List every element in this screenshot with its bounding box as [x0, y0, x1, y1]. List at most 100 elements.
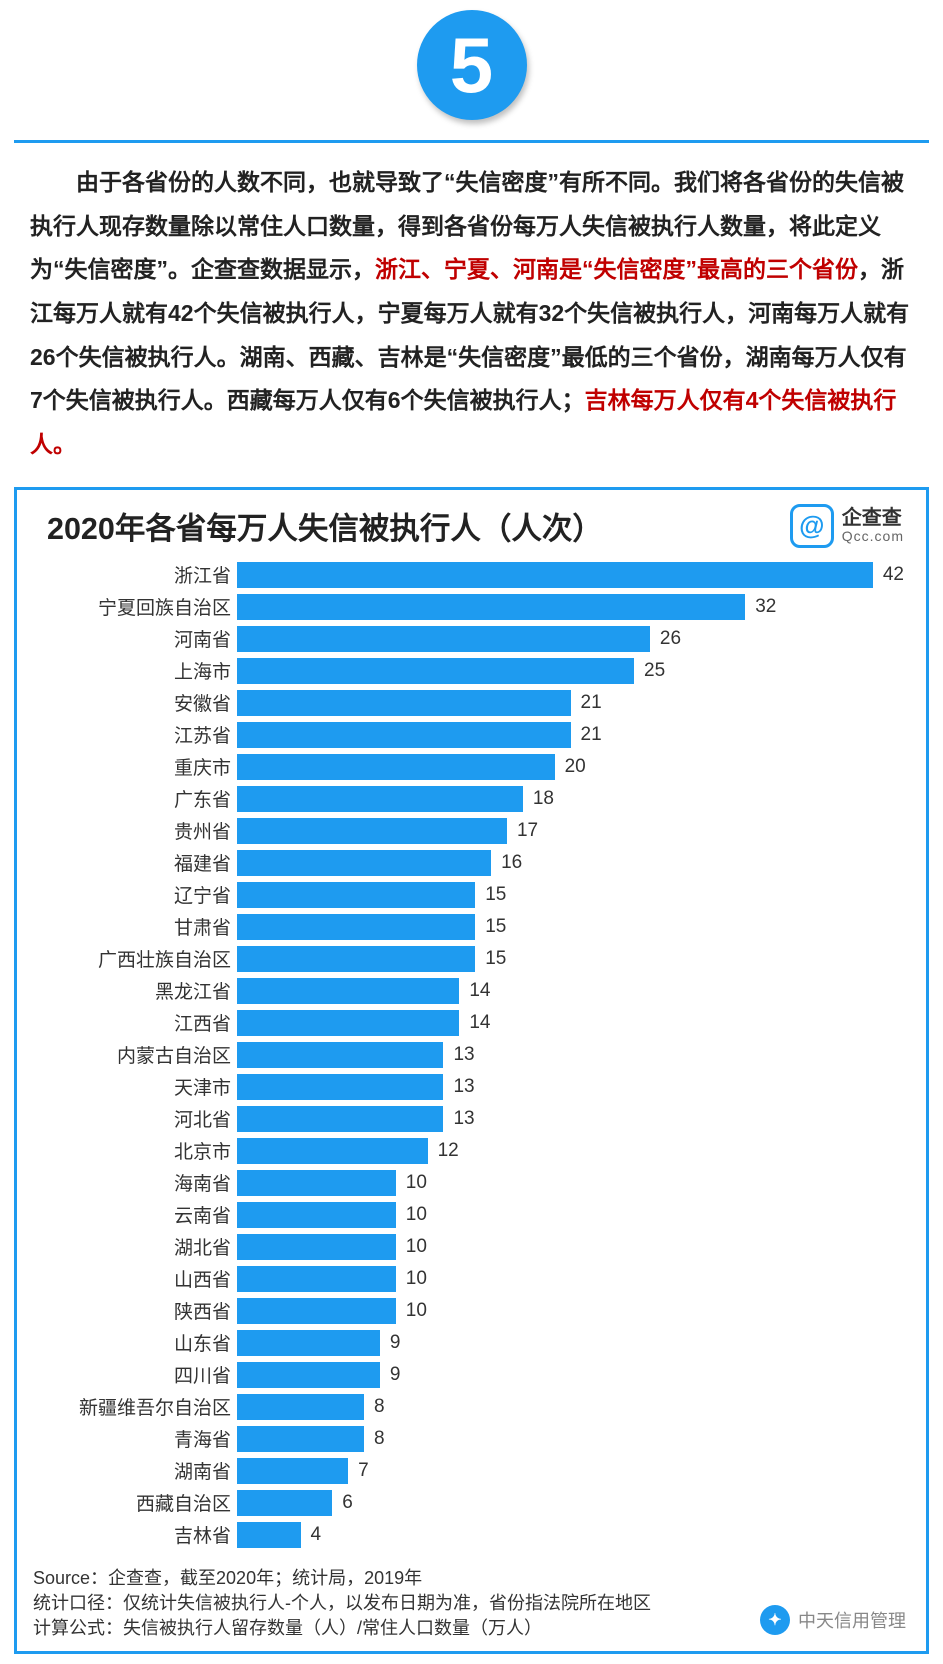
bar-row: 陕西省10 [27, 1296, 904, 1326]
bar-label: 甘肃省 [27, 913, 237, 940]
chart-header: 2020年各省每万人失信被执行人（人次） @ 企查查 Qcc.com [17, 490, 926, 556]
bar-value: 21 [571, 724, 602, 746]
bar-row: 辽宁省15 [27, 880, 904, 910]
bar-track: 6 [237, 1490, 904, 1516]
bar-track: 17 [237, 818, 904, 844]
bar-row: 贵州省 17 [27, 816, 904, 846]
badge-container: 5 [0, 0, 943, 140]
bar-track: 25 [237, 658, 904, 684]
bar-row: 西藏自治区6 [27, 1488, 904, 1518]
bar [237, 626, 650, 652]
bar-track: 18 [237, 786, 904, 812]
bar-value: 6 [332, 1492, 353, 1514]
bar [237, 1106, 443, 1132]
bar [237, 1202, 396, 1228]
bar-label: 黑龙江省 [27, 977, 237, 1004]
chart-title: 2020年各省每万人失信被执行人（人次） [47, 504, 603, 548]
bar [237, 1458, 348, 1484]
bar-value: 18 [523, 788, 554, 810]
bar-label: 江苏省 [27, 721, 237, 748]
bar-label: 安徽省 [27, 689, 237, 716]
bar-label: 海南省 [27, 1169, 237, 1196]
footer-watermark-text: 中天信用管理 [798, 1607, 906, 1633]
bar [237, 1074, 443, 1100]
bar-track: 32 [237, 594, 904, 620]
bar [237, 1138, 428, 1164]
bar-value: 20 [555, 756, 586, 778]
footer-logo-icon: ✦ [760, 1605, 790, 1635]
bar-row: 海南省10 [27, 1168, 904, 1198]
bar-row: 浙江省42 [27, 560, 904, 590]
bar-track: 10 [237, 1202, 904, 1228]
bar [237, 1010, 459, 1036]
bar-row: 河北省13 [27, 1104, 904, 1134]
bar-value: 9 [380, 1364, 401, 1386]
bar-label: 陕西省 [27, 1297, 237, 1324]
bar-track: 21 [237, 690, 904, 716]
bar [237, 1330, 380, 1356]
bar-label: 河南省 [27, 625, 237, 652]
bar-label: 湖北省 [27, 1233, 237, 1260]
bar-track: 14 [237, 978, 904, 1004]
brand-text: 企查查 Qcc.com [842, 507, 904, 544]
bar [237, 1362, 380, 1388]
bar-track: 10 [237, 1266, 904, 1292]
bar-track: 14 [237, 1010, 904, 1036]
bar [237, 1042, 443, 1068]
bar-label: 宁夏回族自治区 [27, 593, 237, 620]
divider-line [14, 140, 929, 143]
bar-row: 宁夏回族自治区32 [27, 592, 904, 622]
bar-track: 8 [237, 1426, 904, 1452]
bar-value: 10 [396, 1204, 427, 1226]
bar-value: 10 [396, 1268, 427, 1290]
bar-row: 河南省 26 [27, 624, 904, 654]
bar [237, 1266, 396, 1292]
chart-body: 浙江省42宁夏回族自治区32河南省26上海市25安徽省21江苏省21重庆市20广… [17, 556, 926, 1560]
bar-value: 25 [634, 660, 665, 682]
bar-track: 12 [237, 1138, 904, 1164]
bar-row: 重庆市20 [27, 752, 904, 782]
bar-value: 8 [364, 1428, 385, 1450]
paragraph: 由于各省份的人数不同，也就导致了“失信密度”有所不同。我们将各省份的失信被执行人… [0, 161, 943, 487]
bar-label: 江西省 [27, 1009, 237, 1036]
brand-logo-icon: @ [790, 504, 834, 548]
bar-label: 山西省 [27, 1265, 237, 1292]
bar [237, 882, 475, 908]
bar-track: 4 [237, 1522, 904, 1548]
bar [237, 1490, 332, 1516]
bar-value: 4 [301, 1524, 322, 1546]
bar-row: 山东省9 [27, 1328, 904, 1358]
bar-label: 青海省 [27, 1425, 237, 1452]
chart-source: Source：企查查，截至2020年；统计局，2019年 [33, 1566, 916, 1591]
bar-value: 17 [507, 820, 538, 842]
bar [237, 946, 475, 972]
bar-label: 上海市 [27, 657, 237, 684]
bar-value: 13 [443, 1076, 474, 1098]
section-number-badge: 5 [417, 10, 527, 120]
bar-label: 广西壮族自治区 [27, 945, 237, 972]
bar [237, 1298, 396, 1324]
bar-value: 12 [428, 1140, 459, 1162]
bar-row: 云南省10 [27, 1200, 904, 1230]
bar-label: 吉林省 [27, 1521, 237, 1548]
bar-value: 15 [475, 916, 506, 938]
bar-row: 安徽省21 [27, 688, 904, 718]
bar-label: 河北省 [27, 1105, 237, 1132]
bar-row: 内蒙古自治区13 [27, 1040, 904, 1070]
bar-track: 10 [237, 1298, 904, 1324]
bar [237, 690, 571, 716]
bar-track: 7 [237, 1458, 904, 1484]
bar-track: 16 [237, 850, 904, 876]
bar [237, 850, 491, 876]
bar-value: 14 [459, 1012, 490, 1034]
bar [237, 1522, 301, 1548]
bar-row: 江苏省 21 [27, 720, 904, 750]
bar-label: 山东省 [27, 1329, 237, 1356]
bar-row: 上海市 25 [27, 656, 904, 686]
bar-value: 26 [650, 628, 681, 650]
bar-label: 贵州省 [27, 817, 237, 844]
brand-name: 企查查 [842, 507, 904, 529]
bar [237, 1170, 396, 1196]
bar-track: 15 [237, 946, 904, 972]
bar-value: 8 [364, 1396, 385, 1418]
